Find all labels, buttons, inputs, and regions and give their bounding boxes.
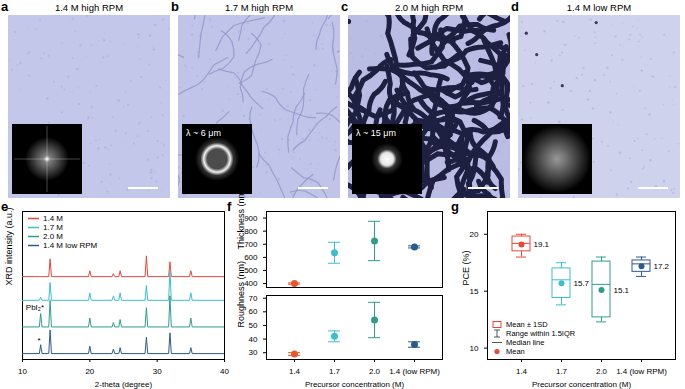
- svg-text:λ ~ 6 μm: λ ~ 6 μm: [186, 128, 221, 138]
- svg-text:2.0: 2.0: [369, 367, 381, 376]
- svg-text:2.0: 2.0: [596, 367, 608, 376]
- html-text:c: c: [341, 0, 349, 14]
- svg-text:15.7: 15.7: [574, 279, 590, 288]
- svg-text:Precursor concentration (M): Precursor concentration (M): [532, 380, 631, 389]
- svg-text:60: 60: [249, 307, 258, 316]
- svg-text:PbI₂*: PbI₂*: [26, 303, 44, 312]
- html-text:Mean ± 1SD: Mean ± 1SD: [506, 320, 548, 329]
- html-text:2.0 M: 2.0 M: [43, 232, 63, 241]
- svg-text:40: 40: [220, 367, 229, 376]
- svg-text:70: 70: [249, 294, 258, 303]
- svg-text:2-theta (degree): 2-theta (degree): [95, 380, 153, 389]
- svg-text:*: *: [38, 336, 41, 345]
- svg-text:PCE (%): PCE (%): [461, 250, 471, 285]
- svg-text:1.4 (low RPM): 1.4 (low RPM): [389, 367, 440, 376]
- svg-text:400: 400: [244, 279, 258, 289]
- svg-text:900: 900: [244, 213, 258, 223]
- svg-text:500: 500: [244, 266, 258, 275]
- svg-text:20: 20: [85, 367, 94, 376]
- html-text:Range within 1.5IQR: Range within 1.5IQR: [506, 329, 576, 338]
- html-text:f: f: [227, 199, 232, 214]
- svg-text:XRD intensity (a.u.): XRD intensity (a.u.): [4, 207, 14, 285]
- html-text:e: e: [1, 199, 9, 214]
- html-text:2.0 M high RPM: 2.0 M high RPM: [394, 2, 464, 13]
- svg-text:Precursor concentration (M): Precursor concentration (M): [305, 380, 404, 389]
- html-text:1.7 M high RPM: 1.7 M high RPM: [224, 2, 294, 13]
- svg-text:19.1: 19.1: [534, 240, 550, 249]
- svg-text:40: 40: [249, 335, 258, 344]
- svg-text:10: 10: [18, 367, 27, 376]
- svg-text:1.4: 1.4: [516, 367, 528, 376]
- html-text:g: g: [451, 199, 459, 214]
- svg-text:50: 50: [249, 321, 258, 330]
- svg-text:Thickness (nm): Thickness (nm): [236, 188, 246, 250]
- svg-text:15: 15: [470, 287, 479, 296]
- svg-text:λ ~ 15 μm: λ ~ 15 μm: [356, 128, 396, 138]
- svg-text:1.4: 1.4: [289, 367, 301, 376]
- svg-text:20: 20: [470, 230, 479, 239]
- html-text:b: b: [171, 0, 179, 14]
- svg-text:800: 800: [244, 226, 258, 236]
- svg-text:1.7: 1.7: [556, 367, 568, 376]
- html-text:a: a: [1, 0, 9, 14]
- svg-text:1.7: 1.7: [329, 367, 341, 376]
- svg-text:15.1: 15.1: [614, 286, 630, 295]
- html-text:Mean: Mean: [506, 347, 525, 356]
- svg-text:30: 30: [153, 367, 162, 376]
- html-text:1.4 M low RPM: 1.4 M low RPM: [566, 2, 632, 13]
- svg-text:17.2: 17.2: [654, 262, 670, 271]
- html-text:1.4 M low RPM: 1.4 M low RPM: [43, 241, 98, 250]
- svg-text:1.4 (low RPM): 1.4 (low RPM): [616, 367, 667, 376]
- svg-text:30: 30: [249, 348, 258, 357]
- html-text:1.7 M: 1.7 M: [43, 223, 63, 232]
- svg-text:Roughness (nm): Roughness (nm): [236, 261, 246, 328]
- svg-text:10: 10: [470, 344, 479, 353]
- svg-text:600: 600: [244, 253, 258, 262]
- html-text:1.4 M high RPM: 1.4 M high RPM: [54, 2, 124, 13]
- html-text:d: d: [511, 0, 519, 14]
- html-text:Median line: Median line: [506, 338, 545, 347]
- svg-text:700: 700: [244, 239, 258, 249]
- html-text:1.4 M: 1.4 M: [43, 214, 63, 223]
